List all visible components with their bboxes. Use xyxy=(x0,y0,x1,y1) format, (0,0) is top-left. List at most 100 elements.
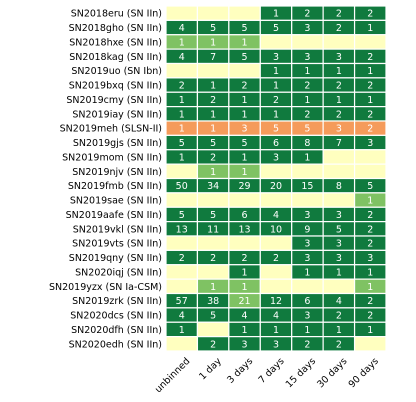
heatmap-cell xyxy=(291,34,324,50)
heatmap-cell xyxy=(196,62,230,79)
cell-value-label: 3 xyxy=(336,253,342,264)
heatmap-cell xyxy=(196,321,230,338)
heatmap-cell xyxy=(322,192,356,208)
cell-value-label: 9 xyxy=(304,224,310,235)
cell-value-label: 1 xyxy=(210,81,216,92)
cell-value-label: 3 xyxy=(273,339,279,350)
heatmap-cell xyxy=(228,192,261,208)
cell-value-label: 2 xyxy=(273,95,279,106)
cell-value-label: 5 xyxy=(367,181,373,192)
row-label: SN2020dfh (SN IIn) xyxy=(71,325,162,336)
cell-value-label: 1 xyxy=(210,282,216,293)
row-label: SN2019zrk (SN IIn) xyxy=(72,296,162,307)
cell-value-label: 5 xyxy=(304,124,310,135)
row-label: SN2020iqj (SN IIn) xyxy=(75,267,162,278)
cell-value-label: 4 xyxy=(179,311,185,322)
cell-value-label: 3 xyxy=(304,311,310,322)
cell-value-label: 2 xyxy=(336,339,342,350)
cell-value-label: 1 xyxy=(367,23,373,34)
heatmap-cell xyxy=(322,34,356,50)
cell-value-label: 5 xyxy=(210,210,216,221)
row-label: SN2019vkl (SN IIn) xyxy=(73,224,162,235)
row-label: SN2018kag (SN IIn) xyxy=(69,52,162,63)
cell-value-label: 1 xyxy=(242,109,248,120)
cell-value-label: 57 xyxy=(176,296,188,307)
cell-value-label: 1 xyxy=(273,9,279,20)
cell-value-label: 4 xyxy=(273,210,279,221)
cell-value-label: 3 xyxy=(336,52,342,63)
cell-value-label: 1 xyxy=(273,81,279,92)
cell-value-label: 1 xyxy=(367,196,373,207)
cell-value-label: 13 xyxy=(239,224,251,235)
cell-value-label: 3 xyxy=(367,138,373,149)
cell-value-label: 2 xyxy=(336,81,342,92)
cell-value-label: 1 xyxy=(242,37,248,48)
cell-value-label: 2 xyxy=(367,296,373,307)
cell-value-label: 1 xyxy=(367,267,373,278)
row-label: SN2020dcs (SN IIn) xyxy=(70,311,162,322)
row-label: SN2019sae (SN IIn) xyxy=(70,196,162,207)
row-label: SN2018eru (SN IIn) xyxy=(71,9,162,20)
cell-value-label: 3 xyxy=(336,239,342,250)
heatmap-cell xyxy=(228,235,261,251)
cell-value-label: 1 xyxy=(242,282,248,293)
cell-value-label: 2 xyxy=(336,9,342,20)
row-label: SN2019fmb (SN IIn) xyxy=(68,181,162,192)
heatmap-cell xyxy=(291,163,324,180)
cell-value-label: 4 xyxy=(336,296,342,307)
heatmap-cell xyxy=(165,163,199,180)
cell-value-label: 29 xyxy=(239,181,251,192)
row-label: SN2018hxe (SN IIn) xyxy=(69,37,162,48)
cell-value-label: 2 xyxy=(367,210,373,221)
cell-value-label: 1 xyxy=(367,282,373,293)
cell-value-label: 4 xyxy=(242,311,248,322)
row-label: SN2019iay (SN IIn) xyxy=(72,109,162,120)
cell-value-label: 8 xyxy=(336,181,342,192)
heatmap-cell xyxy=(259,34,293,50)
cell-value-label: 5 xyxy=(336,224,342,235)
cell-value-label: 8 xyxy=(304,138,310,149)
row-label: SN2019yzx (SN Ia-CSM) xyxy=(49,282,162,293)
cell-value-label: 1 xyxy=(367,95,373,106)
heatmap-cell xyxy=(259,278,293,295)
row-label: SN2019qny (SN IIn) xyxy=(69,253,162,264)
heatmap-cell xyxy=(228,5,261,21)
heatmap-cell xyxy=(322,149,356,165)
heatmap-cell xyxy=(259,264,293,280)
cell-value-label: 20 xyxy=(270,181,282,192)
cell-value-label: 34 xyxy=(207,181,219,192)
cell-value-label: 1 xyxy=(179,37,185,48)
cell-value-label: 3 xyxy=(336,210,342,221)
cell-value-label: 1 xyxy=(304,325,310,336)
cell-value-label: 2 xyxy=(242,253,248,264)
cell-value-label: 2 xyxy=(336,311,342,322)
heatmap-cell xyxy=(196,5,230,21)
cell-value-label: 10 xyxy=(270,224,282,235)
row-label: SN2018gho (SN IIn) xyxy=(69,23,162,34)
cell-value-label: 5 xyxy=(242,138,248,149)
cell-value-label: 3 xyxy=(242,339,248,350)
cell-value-label: 2 xyxy=(273,253,279,264)
cell-value-label: 2 xyxy=(304,81,310,92)
row-label: SN2019njv (SN IIn) xyxy=(72,167,162,178)
cell-value-label: 15 xyxy=(301,181,313,192)
cell-value-label: 1 xyxy=(242,267,248,278)
column-label: 15 days xyxy=(284,356,318,390)
cell-value-label: 1 xyxy=(336,325,342,336)
cell-value-label: 5 xyxy=(273,23,279,34)
cell-value-label: 3 xyxy=(304,52,310,63)
cell-value-label: 1 xyxy=(210,167,216,178)
row-label: SN2020edh (SN IIn) xyxy=(69,339,162,350)
heatmap-cell xyxy=(353,34,387,50)
cell-value-label: 12 xyxy=(270,296,282,307)
heatmap-cell xyxy=(165,336,199,352)
column-label: 7 days xyxy=(257,356,287,386)
row-label: SN2019cmy (SN IIn) xyxy=(66,95,162,106)
cell-value-label: 1 xyxy=(242,152,248,163)
cell-value-label: 2 xyxy=(304,109,310,120)
cell-value-label: 5 xyxy=(210,311,216,322)
cell-value-label: 2 xyxy=(367,81,373,92)
cell-value-label: 6 xyxy=(242,210,248,221)
